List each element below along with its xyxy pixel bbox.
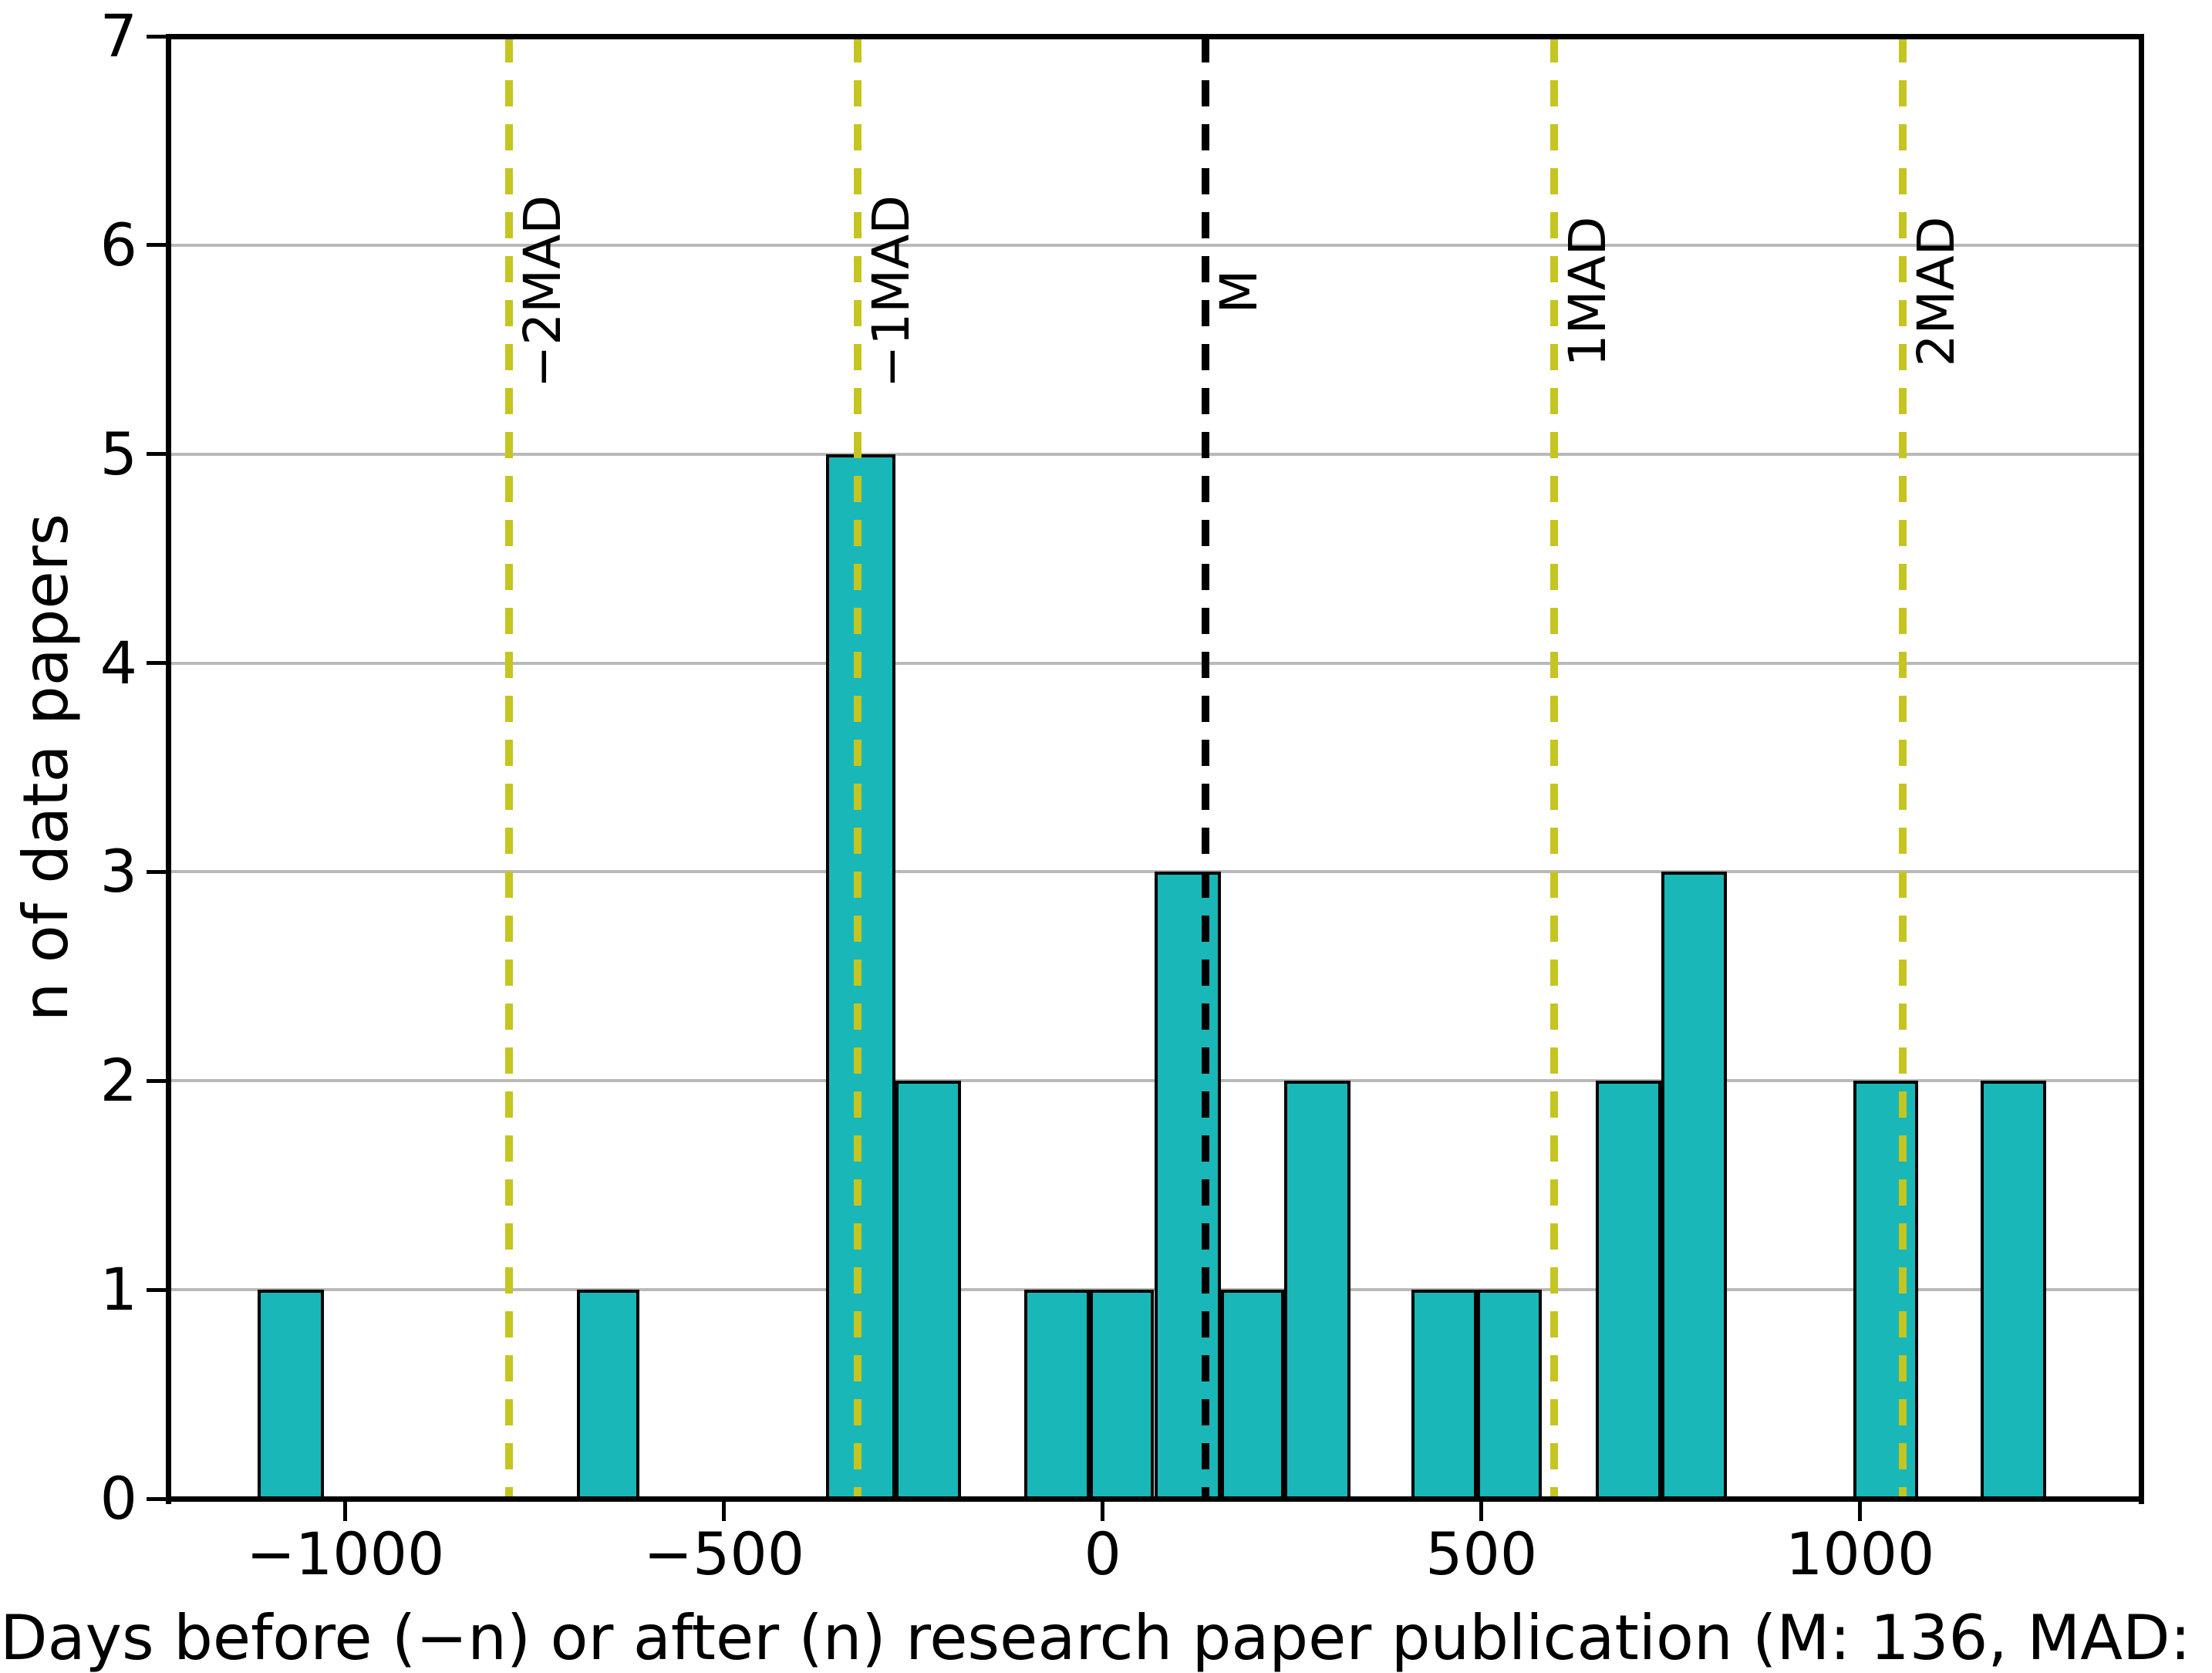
y-tick-mark: [147, 1496, 166, 1501]
histogram-bar: [1090, 1290, 1155, 1502]
y-tick-label: 6: [99, 210, 137, 279]
x-tick-label: 1000: [1785, 1520, 1935, 1588]
x-tick-mark: [1101, 1502, 1105, 1521]
x-tick-label: −1000: [246, 1520, 445, 1588]
y-tick-label: 7: [99, 2, 137, 70]
histogram-bar: [1595, 1081, 1662, 1502]
y-tick-label: 2: [99, 1046, 137, 1115]
x-axis-label: Days before (−n) or after (n) research p…: [0, 1602, 2212, 1673]
y-tick-mark: [147, 34, 166, 39]
histogram-bar: [895, 1081, 962, 1502]
x-tick-label: −500: [643, 1520, 805, 1588]
histogram-bar: [1284, 1081, 1350, 1502]
y-tick-label: 4: [99, 628, 137, 697]
histogram-bar: [1853, 1081, 1919, 1502]
vline-2mad: [1898, 36, 1907, 1499]
vline-2mad: [504, 36, 513, 1499]
x-tick-mark: [722, 1502, 727, 1521]
y-gridline: [168, 661, 2141, 665]
vline-label-2mad: 2MAD: [1906, 216, 1966, 367]
y-tick-label: 1: [99, 1255, 137, 1324]
vline-label-1mad: 1MAD: [1557, 216, 1617, 367]
right-spine: [2139, 34, 2144, 1504]
histogram-bar: [577, 1290, 639, 1502]
y-gridline: [168, 452, 2141, 456]
bottom-spine: [166, 1496, 2144, 1502]
x-tick-mark: [343, 1502, 348, 1521]
y-gridline: [168, 243, 2141, 247]
y-tick-mark: [147, 869, 166, 874]
vline-label-2mad: −2MAD: [512, 194, 572, 389]
y-tick-label: 3: [99, 837, 137, 906]
y-tick-mark: [147, 1078, 166, 1083]
y-tick-label: 0: [99, 1464, 137, 1533]
x-tick-mark: [1479, 1502, 1484, 1521]
histogram-bar: [1980, 1081, 2047, 1502]
vline-1mad: [1549, 36, 1558, 1499]
y-tick-mark: [147, 243, 166, 248]
histogram-bar: [1220, 1290, 1285, 1502]
y-tick-mark: [147, 1287, 166, 1292]
vline-label-1mad: −1MAD: [861, 194, 921, 389]
y-axis-label: n of data papers: [10, 513, 82, 1022]
left-spine: [166, 34, 171, 1504]
x-tick-label: 500: [1425, 1520, 1538, 1588]
histogram-bar: [1476, 1290, 1543, 1502]
histogram-bar: [1154, 872, 1221, 1502]
histogram-bar: [1023, 1290, 1091, 1502]
y-tick-label: 5: [99, 419, 137, 488]
x-tick-mark: [1858, 1502, 1863, 1521]
x-tick-label: 0: [1084, 1520, 1121, 1588]
histogram-bar: [1411, 1290, 1477, 1502]
y-tick-mark: [147, 661, 166, 666]
histogram-bar: [1661, 872, 1727, 1502]
vline-1mad: [853, 36, 862, 1499]
top-spine: [166, 34, 2144, 39]
y-tick-mark: [147, 452, 166, 457]
vline-m: [1202, 36, 1210, 1499]
vline-label-m: M: [1209, 269, 1270, 314]
histogram-bar: [257, 1290, 325, 1502]
